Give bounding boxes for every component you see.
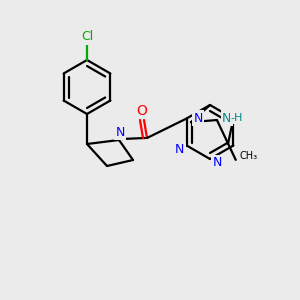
Text: O: O — [136, 104, 147, 118]
Text: N: N — [222, 112, 232, 124]
Text: N: N — [115, 125, 125, 139]
Text: Cl: Cl — [81, 31, 93, 44]
Text: -H: -H — [231, 113, 243, 123]
Text: N: N — [175, 143, 184, 156]
Text: N: N — [193, 112, 203, 125]
Text: CH₃: CH₃ — [240, 151, 258, 161]
Text: N: N — [212, 157, 222, 169]
